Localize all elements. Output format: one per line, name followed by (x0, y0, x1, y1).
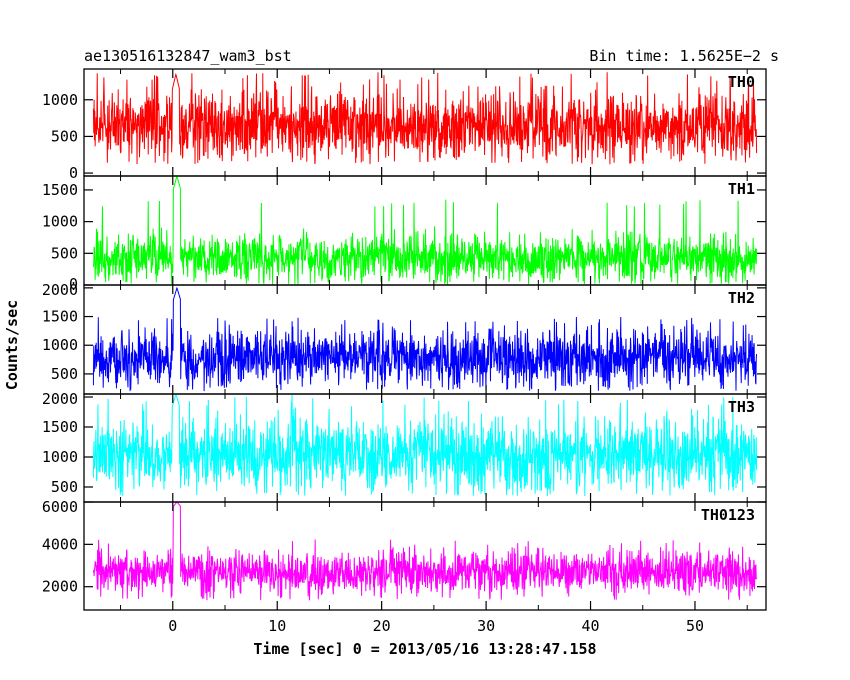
bin-time-label: Bin time: 1.5625E−2 s (589, 47, 779, 65)
y-tick-label: 1500 (42, 418, 78, 436)
panel-th0: 0 500 1000 TH0 (42, 68, 767, 182)
y-tick-label: 6000 (42, 498, 78, 516)
x-tick-label: 10 (268, 617, 286, 635)
x-axis-label: Time [sec] 0 = 2013/05/16 13:28:47.158 (253, 640, 596, 658)
panel-label: TH0 (728, 73, 755, 91)
panel-label: TH1 (728, 180, 755, 198)
panel-frame (83, 501, 767, 611)
y-tick-label: 500 (51, 365, 78, 383)
y-tick-label: 500 (51, 244, 78, 262)
x-tick-label: 30 (477, 617, 495, 635)
y-tick-label: 2000 (42, 281, 78, 299)
y-tick-label: 2000 (42, 578, 78, 596)
y-tick-label: 1500 (42, 181, 78, 199)
panel-th2: 500 1000 1500 2000 TH2 (42, 281, 767, 395)
y-tick-label: 2000 (42, 390, 78, 408)
y-axis-label: Counts/sec (3, 300, 21, 390)
series-th2 (92, 286, 758, 392)
panel-label: TH3 (728, 398, 755, 416)
y-tick-label: 4000 (42, 535, 78, 553)
y-tick-label: 0 (69, 275, 78, 293)
chart-title: ae130516132847_wam3_bst (84, 47, 292, 65)
y-tick-label: 1000 (42, 336, 78, 354)
series-th0123 (92, 502, 758, 601)
x-tick-label: 40 (582, 617, 600, 635)
y-tick-label: 1000 (42, 213, 78, 231)
x-tick-label: 0 (168, 617, 177, 635)
series-th1 (92, 176, 758, 285)
y-tick-label: 1000 (42, 91, 78, 109)
panel-label: TH0123 (701, 506, 755, 524)
series-th3 (92, 394, 758, 497)
panel-label: TH2 (728, 289, 755, 307)
y-tick-label: 500 (51, 127, 78, 145)
x-tick-label: 20 (373, 617, 391, 635)
panel-th0123: 2000 4000 6000 TH0123 (42, 498, 767, 611)
panel-th1: 0 500 1000 1500 TH1 (42, 175, 767, 293)
x-tick-label: 50 (686, 617, 704, 635)
y-tick-label: 0 (69, 164, 78, 182)
panel-th3: 500 1000 1500 2000 TH3 (42, 390, 767, 503)
y-tick-label: 1000 (42, 448, 78, 466)
y-tick-label: 500 (51, 478, 78, 496)
series-th0 (92, 72, 758, 165)
y-tick-label: 1500 (42, 308, 78, 326)
